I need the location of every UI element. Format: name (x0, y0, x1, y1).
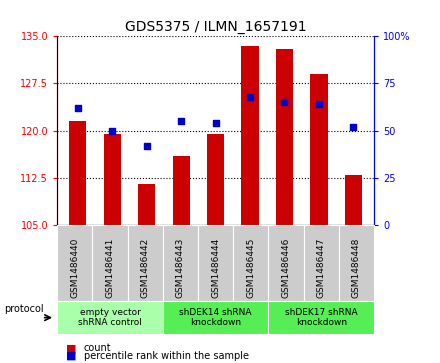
Bar (310, 74, 327, 225)
Title: GDS5375 / ILMN_1657191: GDS5375 / ILMN_1657191 (125, 20, 306, 34)
Point (350, 124, 357, 130)
Bar (172, 156, 190, 225)
Text: GSM1486448: GSM1486448 (352, 237, 361, 298)
Text: count: count (84, 343, 111, 354)
Point (246, 94, 253, 99)
Bar (276, 49, 293, 225)
Bar (242, 46, 259, 225)
Text: GSM1486444: GSM1486444 (211, 237, 220, 298)
Text: percentile rank within the sample: percentile rank within the sample (84, 351, 249, 361)
Text: ■: ■ (66, 351, 77, 361)
Point (74, 105, 81, 111)
Bar (345, 175, 362, 225)
Text: GSM1486441: GSM1486441 (106, 237, 114, 298)
Text: GSM1486443: GSM1486443 (176, 237, 185, 298)
Text: empty vector
shRNA control: empty vector shRNA control (78, 308, 142, 327)
Text: ■: ■ (66, 343, 77, 354)
Text: GSM1486440: GSM1486440 (70, 237, 79, 298)
Text: GSM1486446: GSM1486446 (282, 237, 290, 298)
Text: GSM1486447: GSM1486447 (317, 237, 326, 298)
Bar (138, 184, 155, 225)
Text: shDEK14 shRNA
knockdown: shDEK14 shRNA knockdown (180, 308, 252, 327)
Bar (207, 134, 224, 225)
Point (109, 128, 116, 134)
Point (281, 99, 288, 105)
Point (143, 143, 150, 149)
Bar (69, 121, 87, 225)
Text: GSM1486445: GSM1486445 (246, 237, 255, 298)
Point (178, 118, 185, 124)
Point (212, 120, 219, 126)
Text: shDEK17 shRNA
knockdown: shDEK17 shRNA knockdown (285, 308, 358, 327)
Bar (104, 134, 121, 225)
Text: protocol: protocol (4, 303, 44, 314)
Text: GSM1486442: GSM1486442 (141, 237, 150, 298)
Point (315, 101, 323, 107)
